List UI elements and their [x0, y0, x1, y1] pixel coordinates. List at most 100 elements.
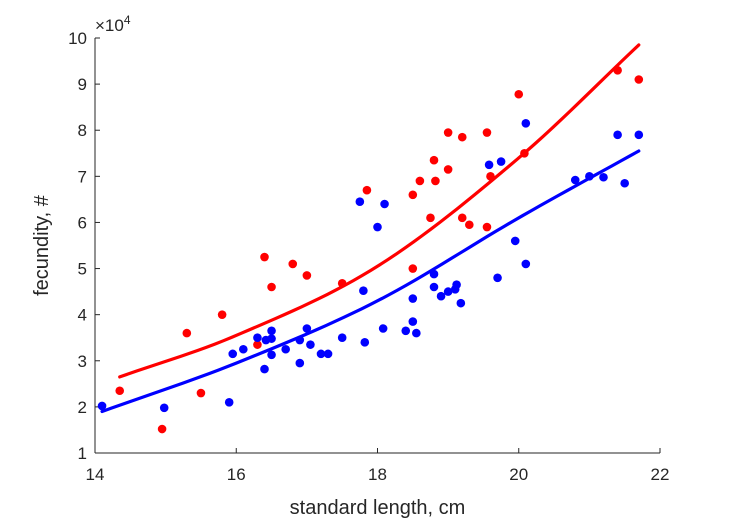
data-point-blue	[323, 349, 333, 359]
data-point-blue	[496, 157, 506, 166]
axis-labels: standard length, cm fecundity, # ×104	[31, 13, 465, 519]
data-point-red	[217, 310, 227, 319]
y-exponent-label: ×104	[95, 13, 131, 35]
data-point-red	[429, 155, 439, 165]
data-point-blue	[267, 334, 276, 343]
y-tick-label: 9	[78, 75, 87, 94]
data-point-red	[520, 148, 529, 158]
y-tick-label: 4	[78, 306, 87, 325]
x-tick-label: 20	[509, 465, 528, 484]
x-axis-label: standard length, cm	[290, 497, 466, 519]
data-point-blue	[267, 350, 276, 360]
data-point-blue	[360, 338, 370, 347]
y-tick-label: 2	[78, 398, 87, 417]
data-point-red	[443, 165, 453, 174]
data-point-blue	[355, 197, 365, 206]
data-point-blue	[401, 326, 411, 336]
data-point-blue	[373, 222, 382, 232]
fit-curves	[100, 43, 641, 414]
data-point-red	[415, 176, 425, 186]
data-point-red	[482, 128, 492, 137]
data-point-blue	[412, 328, 421, 338]
data-point-red	[337, 279, 347, 288]
data-point-blue	[456, 298, 466, 308]
data-point-blue	[436, 291, 446, 301]
data-point-red	[486, 172, 495, 181]
data-point-blue	[380, 199, 389, 209]
y-tick-label: 8	[78, 121, 87, 140]
data-point-blue	[613, 130, 622, 140]
data-point-blue	[620, 178, 629, 188]
data-point-blue	[408, 317, 418, 326]
data-point-red	[457, 213, 467, 223]
data-point-red	[443, 128, 453, 137]
fit-curve-red	[118, 43, 641, 379]
data-point-blue	[452, 280, 461, 289]
data-point-blue	[484, 160, 494, 170]
data-point-blue	[302, 324, 312, 333]
data-point-blue	[260, 364, 269, 374]
y-tick-label: 6	[78, 213, 87, 232]
data-point-red	[482, 222, 492, 232]
data-point-red	[408, 190, 418, 200]
axes	[94, 38, 660, 454]
data-points	[97, 65, 644, 434]
data-point-blue	[378, 324, 388, 333]
exponent-base: ×10	[95, 16, 124, 35]
data-point-red	[457, 132, 467, 142]
y-axis-label: fecundity, #	[31, 194, 53, 296]
data-point-blue	[281, 344, 290, 354]
y-tick-label: 3	[78, 352, 87, 371]
data-point-blue	[408, 294, 418, 303]
data-point-blue	[97, 401, 107, 411]
data-point-red	[514, 89, 524, 99]
data-point-red	[253, 340, 262, 349]
data-point-blue	[599, 172, 608, 182]
data-point-red	[115, 386, 125, 396]
data-point-red	[465, 220, 474, 230]
data-point-blue	[228, 349, 238, 359]
data-point-red	[288, 259, 298, 269]
data-point-blue	[295, 335, 305, 345]
data-point-red	[182, 328, 192, 338]
data-point-blue	[359, 286, 368, 295]
data-point-blue	[224, 397, 234, 407]
data-point-blue	[429, 282, 439, 292]
data-point-red	[302, 271, 312, 280]
y-tick-label: 1	[78, 444, 87, 463]
data-point-blue	[510, 236, 520, 246]
data-point-red	[431, 176, 440, 186]
data-point-blue	[634, 130, 644, 140]
exponent-power: 4	[124, 13, 131, 27]
data-point-red	[634, 75, 644, 84]
x-tick-label: 18	[368, 465, 387, 484]
y-tick-label: 10	[68, 29, 87, 48]
data-point-blue	[239, 344, 248, 354]
data-point-blue	[316, 349, 326, 359]
x-tick-label: 16	[227, 465, 246, 484]
data-point-blue	[253, 333, 262, 343]
data-point-blue	[443, 287, 453, 296]
data-point-blue	[493, 273, 502, 283]
data-point-blue	[585, 172, 594, 181]
data-point-red	[362, 185, 372, 195]
y-tick-label: 5	[78, 260, 87, 279]
data-point-red	[260, 252, 269, 262]
data-point-blue	[521, 259, 531, 269]
data-point-blue	[570, 175, 580, 185]
data-point-blue	[159, 403, 169, 413]
data-point-blue	[267, 326, 276, 336]
data-point-blue	[306, 340, 315, 349]
data-point-blue	[521, 119, 531, 128]
x-tick-label: 14	[86, 465, 105, 484]
data-point-blue	[429, 269, 439, 279]
ticks: 14 16 18 20 22 1 2 3 4 5 6 7 8 9 10	[68, 29, 669, 484]
data-point-red	[408, 264, 418, 273]
y-tick-label: 7	[78, 167, 87, 186]
x-tick-label: 22	[651, 465, 670, 484]
data-point-red	[196, 388, 206, 398]
data-point-red	[157, 424, 167, 434]
data-point-red	[613, 65, 622, 75]
